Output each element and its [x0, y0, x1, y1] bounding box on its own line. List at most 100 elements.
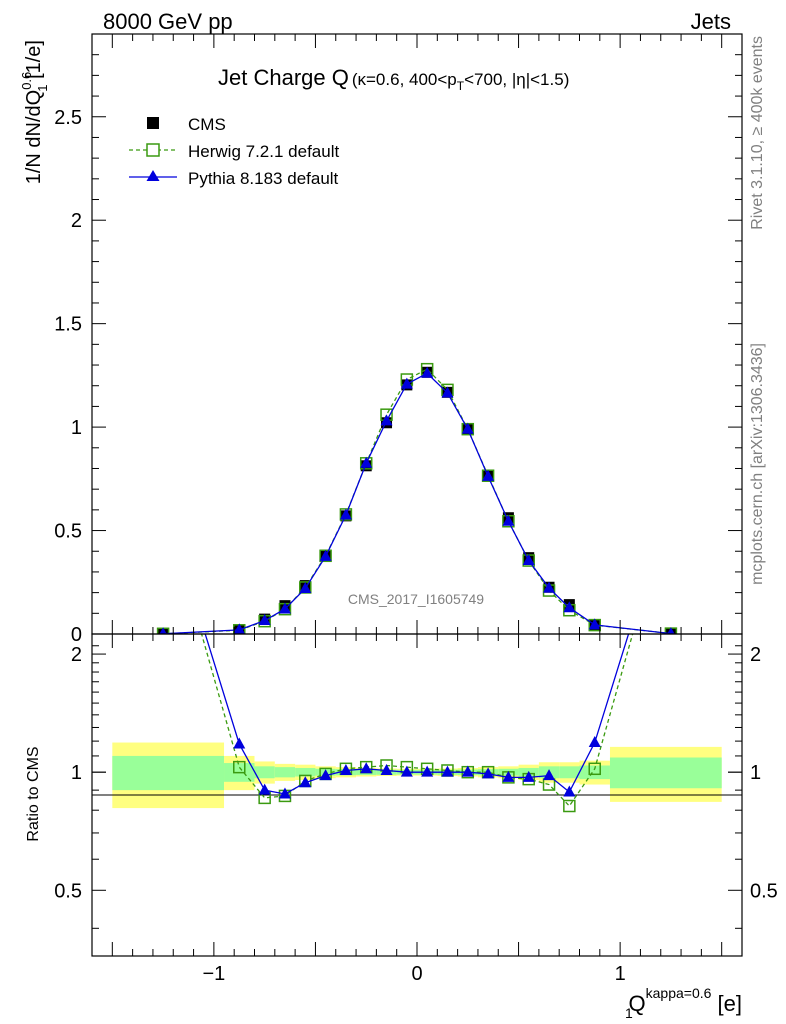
main-pythia-point: [400, 377, 413, 389]
main-pythia-point: [233, 623, 246, 634]
x-axis-label-unit: [e]: [711, 991, 742, 1016]
ratio-pythia-point: [400, 765, 413, 777]
ratio-uncertainty-bands: [112, 742, 722, 809]
main-pythia-point: [667, 627, 675, 634]
analysis-label: CMS_2017_I1605749: [348, 591, 484, 607]
main-pythia-point: [563, 601, 576, 613]
ratio-herwig-point: [665, 492, 676, 503]
ratio-pythia-point: [360, 762, 373, 774]
main-y-tick-label: 1: [71, 417, 82, 439]
ratio-pythia-point: [522, 770, 535, 782]
band-inner: [559, 766, 580, 779]
main-pythia-point: [278, 602, 291, 614]
ratio-pythia-point: [461, 765, 474, 777]
main-y-tick-label: 2: [71, 210, 82, 232]
main-ylabel-sup: 0.6: [19, 72, 34, 90]
ratio-pythia-point: [482, 767, 495, 779]
header-left: 8000 GeV pp: [103, 9, 233, 34]
header-right: Jets: [691, 9, 731, 34]
legend-pythia-label: Pythia 8.183 default: [188, 169, 339, 188]
main-y-tick-label: 1.5: [54, 314, 82, 336]
ratio-pythia-point: [258, 783, 271, 795]
band-inner: [112, 755, 225, 791]
ratio-series-layer: [157, 491, 677, 813]
mcplots-label: mcplots.cern.ch [arXiv:1306.3436]: [749, 343, 766, 585]
rivet-label: Rivet 3.1.10, ≥ 400k events: [749, 36, 766, 230]
band-inner: [254, 766, 275, 779]
plot-title: Jet Charge Q (κ=0.6, 400<pT<700, |η|<1.5): [218, 65, 569, 93]
main-pythia-point: [299, 581, 312, 593]
main-y-tick-label: 2.5: [54, 107, 82, 129]
main-pythia-point: [159, 627, 167, 634]
plot-title-sub-a: (κ=0.6, 400<p: [352, 70, 457, 89]
main-pythia-point: [421, 366, 434, 378]
main-pythia-point: [441, 386, 454, 398]
plot-title-main: Jet Charge Q: [218, 65, 349, 90]
main-ylabel-text: 1/N dN/dQ: [23, 90, 45, 184]
ratio-ylabel: Ratio to CMS: [25, 746, 42, 841]
ratio-y-tick-label-left: 1: [71, 762, 82, 784]
main-y-tick-label: 0.5: [54, 521, 82, 543]
x-axis-label-q: Q: [629, 991, 646, 1016]
legend-herwig-marker: [146, 143, 160, 157]
legend-pythia-marker: [146, 170, 160, 181]
main-pythia-point: [482, 469, 495, 481]
main-pythia-point: [339, 508, 352, 520]
tick-labels: −1 0 1 0 0.5 1 1.5 2 2.5 0.5 0.5 1 1 2 2: [54, 107, 778, 985]
band-inner: [579, 765, 610, 780]
plot-title-sub-b: <700, |η|<1.5): [464, 70, 569, 89]
x-tick-label: −1: [202, 963, 225, 985]
ratio-pythia-point: [441, 765, 454, 777]
main-pythia-point: [360, 456, 373, 468]
ratio-herwig-line: [200, 634, 634, 808]
x-tick-label: 0: [411, 963, 422, 985]
ratio-herwig-point: [563, 799, 576, 813]
main-pythia-point: [543, 581, 556, 593]
ratio-pythia-point: [233, 737, 246, 749]
main-pythia-point: [588, 618, 601, 630]
main-ylabel-unit: [1/e]: [23, 40, 45, 84]
ratio-pythia-point: [278, 787, 291, 799]
main-series-layer: [156, 362, 678, 634]
ratio-pythia-point: [588, 736, 601, 748]
main-y-tick-label: 0: [71, 624, 82, 646]
main-pythia-point: [258, 614, 271, 626]
ratio-y-tick-label-left: 0.5: [54, 880, 82, 902]
ratio-pythia-point: [380, 763, 393, 775]
ratio-herwig-point: [588, 762, 601, 776]
ratio-herwig-point: [233, 760, 246, 774]
ratio-pythia-point: [543, 769, 556, 781]
main-pythia-point: [502, 514, 515, 526]
main-ylabel: 1/N dN/dQ0.61 [1/e]: [19, 40, 50, 184]
ratio-y-tick-label-right: 2: [750, 644, 761, 666]
ratio-pythia-point: [421, 765, 434, 777]
axis-ticks: [91, 34, 743, 956]
x-axis-label-sup: kappa=0.6: [646, 985, 712, 1001]
ratio-y-tick-label-right: 0.5: [750, 880, 778, 902]
legend-herwig-label: Herwig 7.2.1 default: [188, 142, 339, 161]
main-pythia-line: [163, 372, 671, 634]
x-tick-label: 1: [615, 963, 626, 985]
ratio-pythia-point: [502, 770, 515, 782]
ratio-pythia-point: [157, 491, 169, 502]
legend: CMS Herwig 7.2.1 default Pythia 8.183 de…: [129, 115, 339, 188]
ratio-pythia-point: [563, 785, 576, 797]
main-ylabel-sub: 1: [35, 84, 50, 91]
x-axis-label-sub: 1: [625, 1005, 633, 1021]
ratio-herwig-point: [158, 492, 169, 503]
main-pythia-point: [461, 422, 474, 434]
legend-cms-label: CMS: [188, 115, 226, 134]
x-axis-label: Qkappa=0.6 [e]: [629, 985, 743, 1016]
plot-title-sub-pt: T: [457, 79, 465, 93]
ratio-pythia-point: [339, 763, 352, 775]
ratio-pythia-point: [665, 491, 677, 502]
ratio-y-tick-label-right: 1: [750, 762, 761, 784]
main-pythia-point: [522, 554, 535, 566]
main-pythia-point: [319, 549, 332, 561]
band-inner: [295, 767, 316, 777]
legend-cms-marker: [147, 117, 159, 129]
band-inner: [609, 757, 722, 789]
ratio-pythia-point: [299, 776, 312, 788]
main-pythia-point: [380, 414, 393, 426]
